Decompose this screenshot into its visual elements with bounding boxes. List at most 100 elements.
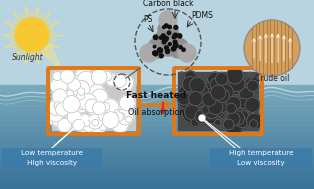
Bar bbox=[0, 153, 314, 154]
Circle shape bbox=[85, 99, 99, 113]
Circle shape bbox=[57, 118, 71, 132]
Circle shape bbox=[117, 108, 133, 125]
Circle shape bbox=[102, 71, 112, 81]
Circle shape bbox=[10, 13, 54, 57]
Circle shape bbox=[86, 86, 96, 95]
Bar bbox=[0, 146, 314, 147]
Circle shape bbox=[246, 78, 253, 85]
Bar bbox=[0, 172, 314, 173]
Bar bbox=[0, 124, 314, 125]
Bar bbox=[0, 175, 314, 176]
Bar bbox=[178, 72, 258, 130]
Circle shape bbox=[159, 36, 162, 39]
Bar bbox=[0, 108, 314, 109]
Bar bbox=[0, 141, 314, 142]
Circle shape bbox=[173, 43, 178, 48]
Circle shape bbox=[191, 118, 199, 127]
Circle shape bbox=[165, 37, 168, 40]
Bar bbox=[0, 85, 314, 86]
Circle shape bbox=[153, 45, 156, 48]
Circle shape bbox=[51, 77, 68, 94]
Circle shape bbox=[216, 91, 231, 105]
Circle shape bbox=[221, 77, 236, 92]
Circle shape bbox=[56, 103, 69, 116]
Bar bbox=[0, 139, 314, 140]
Circle shape bbox=[54, 91, 60, 98]
Circle shape bbox=[59, 81, 75, 97]
Circle shape bbox=[118, 113, 125, 120]
Text: PDMS: PDMS bbox=[191, 11, 213, 20]
Circle shape bbox=[113, 112, 123, 122]
Circle shape bbox=[174, 26, 178, 29]
Circle shape bbox=[122, 100, 131, 108]
Circle shape bbox=[203, 108, 218, 124]
Bar bbox=[0, 90, 314, 91]
Bar bbox=[0, 155, 314, 156]
Bar bbox=[0, 94, 314, 95]
Circle shape bbox=[189, 83, 201, 95]
Circle shape bbox=[215, 73, 228, 85]
Circle shape bbox=[67, 110, 81, 124]
Circle shape bbox=[167, 31, 171, 35]
Circle shape bbox=[166, 49, 170, 53]
Bar bbox=[0, 149, 314, 150]
Circle shape bbox=[83, 120, 95, 132]
Circle shape bbox=[113, 74, 126, 88]
Circle shape bbox=[189, 98, 196, 105]
Bar bbox=[0, 181, 314, 182]
FancyBboxPatch shape bbox=[2, 148, 102, 158]
Circle shape bbox=[79, 93, 97, 111]
Circle shape bbox=[93, 101, 106, 115]
Circle shape bbox=[83, 120, 90, 126]
Bar bbox=[0, 126, 314, 127]
Circle shape bbox=[101, 103, 110, 111]
Circle shape bbox=[202, 106, 210, 114]
Circle shape bbox=[95, 101, 109, 115]
Circle shape bbox=[66, 90, 74, 98]
Bar bbox=[0, 138, 314, 139]
Circle shape bbox=[52, 89, 67, 104]
Circle shape bbox=[47, 106, 63, 122]
Bar bbox=[0, 184, 314, 185]
Circle shape bbox=[92, 119, 99, 126]
Circle shape bbox=[95, 78, 103, 87]
Circle shape bbox=[118, 106, 126, 113]
Circle shape bbox=[190, 77, 205, 93]
Circle shape bbox=[52, 96, 63, 108]
Circle shape bbox=[209, 89, 223, 103]
Circle shape bbox=[201, 103, 208, 110]
Bar bbox=[0, 131, 314, 132]
Circle shape bbox=[48, 110, 63, 125]
Bar bbox=[0, 98, 314, 99]
Bar bbox=[0, 188, 314, 189]
Circle shape bbox=[73, 80, 90, 98]
Bar bbox=[0, 113, 314, 114]
Bar bbox=[0, 151, 314, 152]
Circle shape bbox=[102, 112, 119, 129]
Text: Fast heated: Fast heated bbox=[126, 91, 186, 100]
Bar bbox=[0, 96, 314, 97]
Circle shape bbox=[90, 108, 99, 117]
Circle shape bbox=[208, 72, 222, 86]
Circle shape bbox=[89, 115, 99, 125]
Bar bbox=[0, 101, 314, 102]
Bar bbox=[0, 103, 314, 104]
Circle shape bbox=[52, 115, 64, 126]
Bar bbox=[0, 179, 314, 180]
Text: Low viscosity: Low viscosity bbox=[237, 160, 285, 166]
Bar bbox=[0, 112, 314, 113]
Circle shape bbox=[64, 82, 81, 99]
Circle shape bbox=[148, 38, 168, 58]
Circle shape bbox=[223, 119, 234, 130]
Bar bbox=[0, 102, 314, 103]
Circle shape bbox=[225, 75, 235, 85]
Bar bbox=[0, 165, 314, 166]
Circle shape bbox=[165, 46, 168, 50]
Circle shape bbox=[91, 69, 107, 85]
Circle shape bbox=[157, 48, 163, 53]
Bar bbox=[0, 182, 314, 183]
Circle shape bbox=[168, 38, 188, 58]
Circle shape bbox=[215, 88, 230, 103]
Bar bbox=[0, 129, 314, 130]
Bar bbox=[0, 120, 314, 121]
